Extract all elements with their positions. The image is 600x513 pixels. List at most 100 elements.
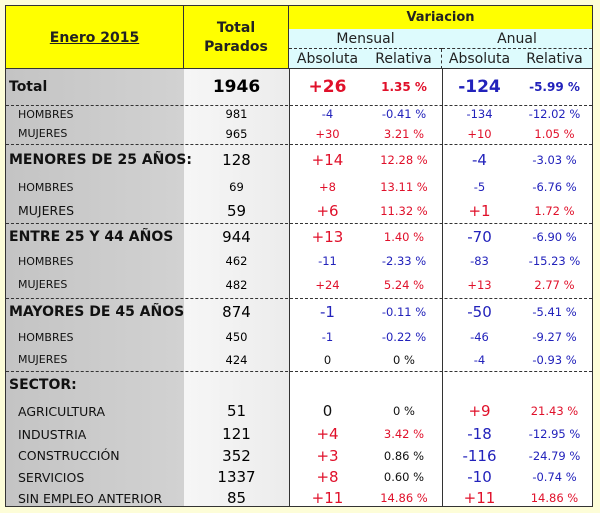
cell-m-abs: +13 bbox=[311, 228, 344, 246]
cell-a-abs bbox=[442, 371, 517, 399]
cell-m-abs: +8 bbox=[316, 468, 339, 486]
row-label: MENORES DE 25 AÑOS: bbox=[9, 152, 192, 168]
cell-a-abs: -124 bbox=[458, 77, 501, 97]
cell-m-abs: +11 bbox=[311, 489, 344, 507]
cell-total: 981 bbox=[225, 107, 248, 121]
row-label: INDUSTRIA bbox=[18, 426, 87, 442]
cell-m-rel: 14.86 % bbox=[380, 491, 428, 505]
row-label: Total bbox=[9, 79, 48, 95]
cell-a-abs: +11 bbox=[463, 489, 496, 507]
cell-a-abs: -46 bbox=[470, 330, 489, 344]
cell-m-abs: +3 bbox=[316, 446, 339, 465]
anual-absoluta-header: Absoluta bbox=[442, 49, 517, 69]
table-row: MAYORES DE 45 AÑOS 874 -1 -0.11 % -50 -5.41 % bbox=[6, 298, 592, 326]
cell-total: 352 bbox=[222, 446, 251, 465]
row-label: CONSTRUCCIÓN bbox=[18, 448, 120, 463]
cell-m-rel: -0.41 % bbox=[381, 107, 427, 121]
cell-m-rel: -0.11 % bbox=[381, 305, 427, 319]
group-separator bbox=[6, 105, 592, 106]
cell-a-abs: -5 bbox=[473, 180, 486, 194]
cell-m-rel: 5.24 % bbox=[383, 277, 425, 292]
cell-m-rel bbox=[366, 371, 442, 399]
row-label: SERVICIOS bbox=[18, 469, 85, 485]
mensual-relativa-header: Relativa bbox=[366, 49, 442, 69]
row-label: MAYORES DE 45 AÑOS bbox=[9, 304, 185, 320]
table-row: HOMBRES 450 -1 -0.22 % -46 -9.27 % bbox=[6, 326, 592, 348]
period-header: Enero 2015 bbox=[6, 6, 184, 69]
group-separator bbox=[6, 298, 592, 299]
total-header-line1: Total bbox=[216, 19, 256, 36]
cell-m-abs: 0 bbox=[323, 352, 332, 367]
cell-a-rel: -3.03 % bbox=[532, 153, 577, 167]
cell-m-abs: -1 bbox=[321, 330, 334, 344]
cell-total: 85 bbox=[226, 489, 247, 507]
cell-a-rel bbox=[517, 371, 592, 399]
cell-total: 69 bbox=[229, 180, 244, 194]
cell-a-rel: -0.93 % bbox=[532, 352, 577, 367]
cell-m-abs: +24 bbox=[315, 277, 340, 292]
table-row: MUJERES 482 +24 5.24 % +13 2.77 % bbox=[6, 271, 592, 298]
total-column bbox=[184, 69, 290, 506]
row-label: SIN EMPLEO ANTERIOR bbox=[18, 490, 163, 506]
row-label: ENTRE 25 Y 44 AÑOS bbox=[9, 229, 174, 245]
label-column bbox=[6, 69, 185, 506]
cell-m-rel: 0 % bbox=[393, 404, 415, 418]
cell-total: 1337 bbox=[217, 468, 256, 486]
table-row: AGRICULTURA 51 0 0 % +9 21.43 % bbox=[6, 399, 592, 423]
row-label: MUJERES bbox=[18, 203, 75, 218]
row-label: HOMBRES bbox=[18, 107, 74, 121]
cell-a-abs: -134 bbox=[466, 107, 493, 121]
cell-total: 462 bbox=[225, 254, 248, 268]
cell-m-rel: 12.28 % bbox=[380, 153, 428, 167]
table-row: HOMBRES 981 -4 -0.41 % -134 -12.02 % bbox=[6, 105, 592, 123]
cell-a-abs: -10 bbox=[467, 468, 492, 486]
table-row: HOMBRES 462 -11 -2.33 % -83 -15.23 % bbox=[6, 251, 592, 271]
cell-m-rel: 0 % bbox=[393, 352, 415, 367]
cell-m-rel: 3.21 % bbox=[383, 126, 425, 141]
cell-total: 1946 bbox=[212, 77, 261, 97]
cell-a-rel: -24.79 % bbox=[528, 448, 581, 463]
cell-a-rel: 21.43 % bbox=[530, 404, 579, 418]
cell-a-abs: -4 bbox=[473, 352, 486, 367]
table-row: SECTOR: bbox=[6, 371, 592, 399]
variacion-header: Variacion bbox=[289, 6, 592, 29]
cell-a-abs: -70 bbox=[467, 228, 492, 246]
anual-header: Anual bbox=[442, 29, 592, 49]
cell-m-abs: -4 bbox=[321, 107, 334, 121]
row-label: SECTOR: bbox=[9, 377, 77, 393]
row-label: MUJERES bbox=[18, 127, 68, 140]
table-row: MUJERES 59 +6 11.32 % +1 1.72 % bbox=[6, 198, 592, 223]
cell-m-rel: -0.22 % bbox=[381, 330, 427, 344]
table-row: SIN EMPLEO ANTERIOR 85 +11 14.86 % +11 14.86 … bbox=[6, 488, 592, 508]
cell-a-rel: 1.05 % bbox=[534, 126, 575, 141]
row-label: HOMBRES bbox=[18, 180, 74, 194]
cell-a-abs: -83 bbox=[470, 254, 489, 268]
cell-m-rel: 1.35 % bbox=[381, 80, 427, 94]
cell-a-abs: -50 bbox=[467, 303, 492, 321]
cell-total: 944 bbox=[222, 228, 251, 246]
cell-m-rel: 3.42 % bbox=[383, 427, 425, 441]
group-separator bbox=[6, 371, 592, 372]
cell-total: 51 bbox=[226, 402, 247, 420]
cell-total: 424 bbox=[225, 352, 248, 367]
cell-a-abs: -116 bbox=[462, 446, 497, 465]
cell-a-abs: -18 bbox=[467, 425, 492, 443]
cell-a-rel: -9.27 % bbox=[532, 330, 577, 344]
cell-a-rel: -12.02 % bbox=[528, 107, 581, 121]
cell-m-abs: +8 bbox=[319, 180, 336, 194]
cell-a-rel: -12.95 % bbox=[528, 427, 581, 441]
cell-total: 482 bbox=[225, 277, 248, 292]
cell-m-abs: +4 bbox=[316, 425, 339, 443]
table-row: CONSTRUCCIÓN 352 +3 0.86 % -116 -24.79 % bbox=[6, 445, 592, 466]
table-row: HOMBRES 69 +8 13.11 % -5 -6.76 % bbox=[6, 176, 592, 198]
row-label: AGRICULTURA bbox=[18, 403, 106, 419]
cell-total: 874 bbox=[222, 303, 251, 321]
cell-total: 59 bbox=[226, 201, 247, 220]
table-row: Total 1946 +26 1.35 % -124 -5.99 % bbox=[6, 69, 592, 105]
cell-total bbox=[184, 371, 289, 399]
cell-a-abs: +1 bbox=[468, 201, 491, 220]
total-header-line2: Parados bbox=[204, 38, 268, 55]
row-label: MUJERES bbox=[18, 353, 68, 366]
cell-a-rel: -5.41 % bbox=[532, 305, 577, 319]
cell-a-rel: 14.86 % bbox=[530, 491, 579, 505]
